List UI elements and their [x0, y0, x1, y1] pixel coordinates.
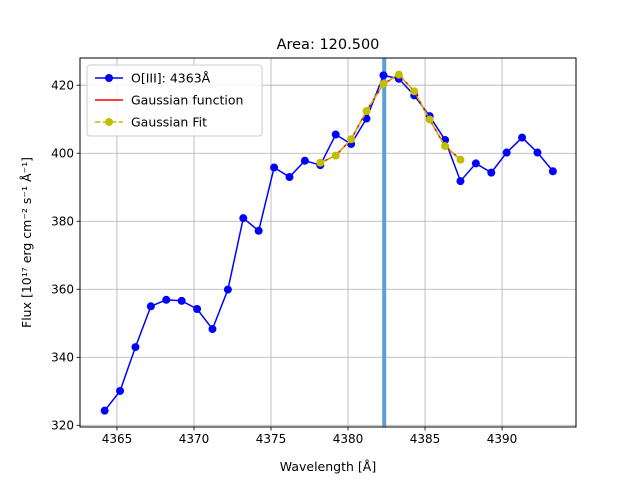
point-gaussian-fit: [316, 158, 325, 167]
point-oiii: [162, 295, 171, 304]
grid: [80, 58, 576, 427]
point-oiii: [239, 214, 248, 223]
legend-label: Gaussian function: [131, 93, 243, 108]
x-tick-label: 4365: [102, 432, 133, 446]
point-oiii: [331, 130, 340, 139]
point-oiii: [270, 163, 279, 172]
series-line-gaussian-fit: [319, 73, 461, 164]
x-axis-label: Wavelength [Å]: [280, 459, 376, 474]
point-oiii: [131, 343, 140, 352]
y-tick-label: 420: [51, 79, 74, 93]
x-tick-label: 4370: [179, 432, 210, 446]
x-tick-label: 4385: [410, 432, 441, 446]
point-oiii: [518, 133, 527, 142]
x-tick-label: 4375: [256, 432, 287, 446]
point-gaussian-fit: [379, 79, 388, 88]
legend-marker: [105, 74, 113, 82]
x-axis: 4365 4370 4375 4380 4385 4390: [102, 427, 518, 446]
point-gaussian-fit: [441, 142, 450, 151]
point-oiii: [193, 304, 202, 313]
point-oiii: [533, 148, 542, 157]
y-tick-label: 360: [51, 283, 74, 297]
point-oiii: [548, 167, 557, 176]
point-oiii: [177, 296, 186, 305]
series-group: [100, 70, 557, 415]
point-gaussian-fit: [362, 107, 371, 116]
x-tick-label: 4390: [487, 432, 518, 446]
x-tick-label: 4380: [333, 432, 364, 446]
point-gaussian-fit: [456, 155, 465, 164]
y-tick-label: 340: [51, 351, 74, 365]
point-oiii: [285, 173, 294, 182]
point-oiii: [456, 177, 465, 186]
point-gaussian-fit: [347, 135, 356, 144]
y-tick-label: 320: [51, 419, 74, 433]
y-tick-label: 380: [51, 215, 74, 229]
point-gaussian-fit: [410, 87, 419, 96]
point-oiii: [223, 285, 232, 294]
point-oiii: [100, 406, 109, 415]
y-axis: 320 340 360 380 400 420: [51, 79, 80, 433]
point-oiii: [502, 148, 511, 157]
legend-marker: [105, 118, 113, 126]
point-oiii: [379, 71, 388, 80]
point-gaussian-fit: [394, 70, 403, 79]
point-oiii: [208, 325, 217, 334]
point-oiii: [254, 226, 263, 235]
point-oiii: [116, 386, 125, 395]
legend-label: Gaussian Fit: [131, 115, 207, 130]
point-oiii: [487, 168, 496, 177]
point-oiii: [300, 156, 309, 165]
point-oiii: [146, 302, 155, 311]
chart-title: Area: 120.500: [277, 37, 380, 53]
y-axis-label: Flux [10¹⁷ erg cm⁻² s⁻¹ Å⁻¹]: [19, 157, 34, 328]
legend: O[III]: 4363Å Gaussian function Gaussian F…: [86, 64, 263, 137]
legend-box: [86, 64, 263, 137]
y-tick-label: 400: [51, 147, 74, 161]
point-gaussian-fit: [331, 151, 340, 160]
point-oiii: [362, 114, 371, 123]
plot-frame: [79, 57, 577, 428]
point-oiii: [471, 159, 480, 168]
legend-label: O[III]: 4363Å: [131, 71, 211, 86]
point-gaussian-fit: [425, 115, 434, 124]
